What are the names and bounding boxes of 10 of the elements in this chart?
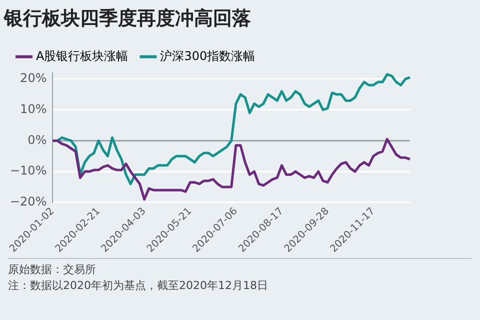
text: 原始数据：交易所 [8, 262, 97, 278]
y-tick-label: 0% [28, 132, 47, 147]
legend-label: 沪深300指数涨幅 [160, 48, 256, 63]
y-tick-label: −20% [10, 194, 47, 209]
legend-label: A股银行板块涨幅 [36, 48, 128, 63]
y-tick-label: 10% [20, 102, 47, 116]
y-tick-label: 20% [20, 71, 47, 86]
chart-title: 银行板块四季度再度冲高回落 [3, 7, 251, 30]
text: 注：数据以2020年初为基点，截至2020年12月18日 [8, 278, 269, 294]
y-tick-label: −10% [10, 164, 47, 178]
